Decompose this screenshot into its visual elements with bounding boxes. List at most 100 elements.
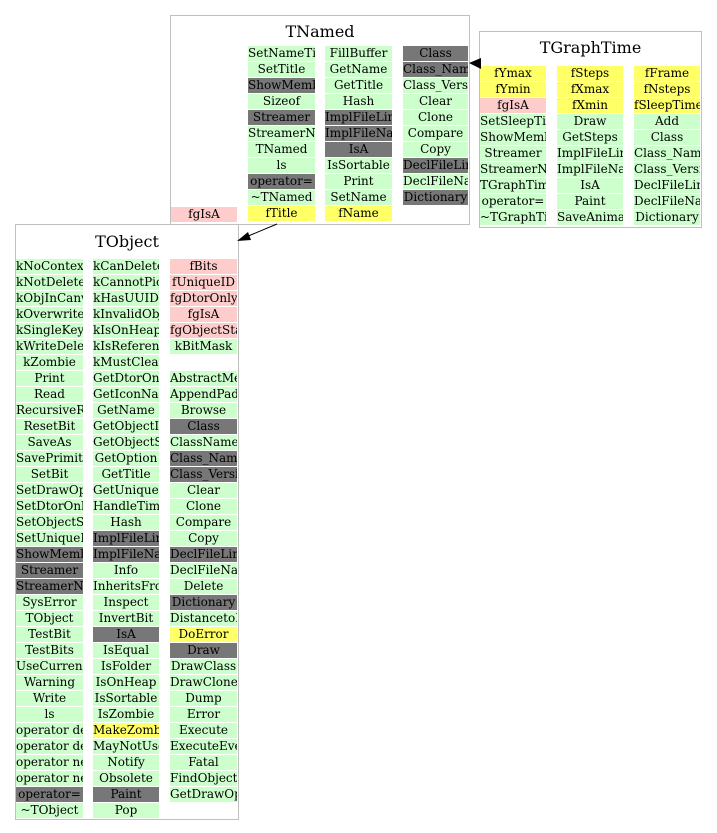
member-tgraphtime-0-6: StreamerNVirtual — [480, 162, 546, 177]
member-tobject-1-22: InvertBit — [93, 611, 159, 626]
member-tgraphtime-0-3: SetSleepTime — [480, 114, 546, 129]
member-tgraphtime-2-4: Class — [634, 130, 700, 145]
member-tobject-0-25: UseCurrentStyle — [16, 659, 83, 674]
member-tobject-2-14: Clear — [170, 483, 237, 498]
member-tobject-0-24: TestBits — [16, 643, 83, 658]
member-tobject-1-21: Inspect — [93, 595, 159, 610]
member-tobject-0-7: Print — [16, 371, 83, 386]
member-tnamed-2-3: Clear — [403, 94, 468, 109]
member-tgraphtime-0-0: fYmax — [480, 66, 546, 81]
member-tobject-0-10: ResetBit — [16, 419, 83, 434]
member-tobject-2-16: Compare — [170, 515, 237, 530]
member-tobject-1-15: HandleTimer — [93, 499, 159, 514]
member-tobject-2-31: Fatal — [170, 755, 237, 770]
member-tgraphtime-2-0: fFrame — [634, 66, 700, 81]
member-tobject-0-27: Write — [16, 691, 83, 706]
member-tobject-2-17: Copy — [170, 531, 237, 546]
member-tobject-0-20: StreamerNVirtual — [16, 579, 83, 594]
member-tobject-0-13: SetBit — [16, 467, 83, 482]
member-tnamed-2-4: Clone — [403, 110, 468, 125]
member-tobject-1-27: IsSortable — [93, 691, 159, 706]
member-tobject-2-33: GetDrawOption — [170, 787, 237, 802]
member-tobject-1-24: IsEqual — [93, 643, 159, 658]
member-tobject-2-13: Class_Version — [170, 467, 237, 482]
member-tobject-1-19: Info — [93, 563, 159, 578]
member-tobject-2-26: DrawClone — [170, 675, 237, 690]
member-tgraphtime-1-1: fXmax — [557, 82, 623, 97]
member-tnamed-0-1: SetTitle — [248, 62, 315, 77]
member-tobject-0-9: RecursiveRemove — [16, 403, 83, 418]
member-tnamed-0-2: ShowMembers — [248, 78, 315, 93]
member-tgraphtime-0-8: operator= — [480, 194, 546, 209]
member-tobject-0-30: operator delete[] — [16, 739, 83, 754]
member-tobject-1-34: Pop — [93, 803, 159, 818]
member-tobject-2-28: Error — [170, 707, 237, 722]
member-tgraphtime-1-3: Draw — [557, 114, 623, 129]
member-tobject-0-6: kZombie — [16, 355, 83, 370]
member-tobject-1-17: ImplFileLine — [93, 531, 159, 546]
member-tobject-2-0: fBits — [170, 259, 237, 274]
member-tobject-2-7: AbstractMethod — [170, 371, 237, 386]
member-tnamed-2-0: Class — [403, 46, 468, 61]
member-tobject-2-2: fgDtorOnly — [170, 291, 237, 306]
member-tobject-0-15: SetDtorOnly — [16, 499, 83, 514]
member-tobject-2-27: Dump — [170, 691, 237, 706]
member-tnamed-2-6: Copy — [403, 142, 468, 157]
arrow-tnamed-to-tobject — [245, 223, 278, 238]
member-tobject-1-6: kMustCleanup — [93, 355, 159, 370]
member-tobject-0-2: kObjInCanvas — [16, 291, 83, 306]
member-tobject-1-3: kInvalidObject — [93, 307, 159, 322]
member-tobject-0-19: Streamer — [16, 563, 83, 578]
arrowhead-tnamed — [469, 58, 481, 69]
member-tnamed-0-4: Streamer — [248, 110, 315, 125]
member-tobject-1-25: IsFolder — [93, 659, 159, 674]
member-tnamed-0-9: ~TNamed — [248, 190, 315, 205]
member-tobject-1-16: Hash — [93, 515, 159, 530]
member-tobject-0-1: kNotDeleted — [16, 275, 83, 290]
member-tgraphtime-2-3: Add — [634, 114, 700, 129]
member-tobject-1-23: IsA — [93, 627, 159, 642]
member-tgraphtime-2-6: Class_Version — [634, 162, 700, 177]
member-tobject-2-25: DrawClass — [170, 659, 237, 674]
member-tobject-1-30: MayNotUse — [93, 739, 159, 754]
class-title-tnamed: TNamed — [285, 22, 355, 41]
member-tobject-1-18: ImplFileName — [93, 547, 159, 562]
member-tobject-2-11: ClassName — [170, 435, 237, 450]
member-tobject-1-7: GetDtorOnly — [93, 371, 159, 386]
arrowhead-tobject — [237, 232, 251, 241]
member-tnamed-0-8: operator= — [248, 174, 315, 189]
member-tobject-0-0: kNoContextMenu — [16, 259, 83, 274]
member-tnamed-extra-0: fgIsA — [171, 207, 237, 222]
member-tgraphtime-1-0: fSteps — [557, 66, 623, 81]
member-tobject-0-34: ~TObject — [16, 803, 83, 818]
member-tnamed-2-9: Dictionary — [403, 190, 468, 205]
member-tobject-2-18: DeclFileLine — [170, 547, 237, 562]
member-tobject-1-26: IsOnHeap — [93, 675, 159, 690]
member-tnamed-2-5: Compare — [403, 126, 468, 141]
member-tgraphtime-0-2: fgIsA — [480, 98, 546, 113]
member-tobject-2-5: kBitMask — [170, 339, 237, 354]
member-tobject-2-3: fgIsA — [170, 307, 237, 322]
member-tgraphtime-0-1: fYmin — [480, 82, 546, 97]
member-tobject-0-33: operator= — [16, 787, 83, 802]
member-tnamed-1-8: Print — [325, 174, 392, 189]
member-tobject-1-32: Obsolete — [93, 771, 159, 786]
member-tobject-0-8: Read — [16, 387, 83, 402]
member-tnamed-1-5: ImplFileName — [325, 126, 392, 141]
member-tobject-2-19: DeclFileName — [170, 563, 237, 578]
member-tgraphtime-1-4: GetSteps — [557, 130, 623, 145]
member-tobject-0-5: kWriteDelete — [16, 339, 83, 354]
member-tnamed-1-10: fName — [325, 206, 392, 221]
member-tnamed-0-7: ls — [248, 158, 315, 173]
member-tgraphtime-2-5: Class_Name — [634, 146, 700, 161]
member-tnamed-1-9: SetName — [325, 190, 392, 205]
member-tobject-0-32: operator new[] — [16, 771, 83, 786]
member-tobject-2-22: DistancetoPrimitive — [170, 611, 237, 626]
member-tobject-1-29: MakeZombie — [93, 723, 159, 738]
member-tobject-2-12: Class_Name — [170, 451, 237, 466]
member-tobject-0-17: SetUniqueID — [16, 531, 83, 546]
member-tobject-1-13: GetTitle — [93, 467, 159, 482]
member-tobject-1-4: kIsOnHeap — [93, 323, 159, 338]
member-tgraphtime-1-7: IsA — [557, 178, 623, 193]
